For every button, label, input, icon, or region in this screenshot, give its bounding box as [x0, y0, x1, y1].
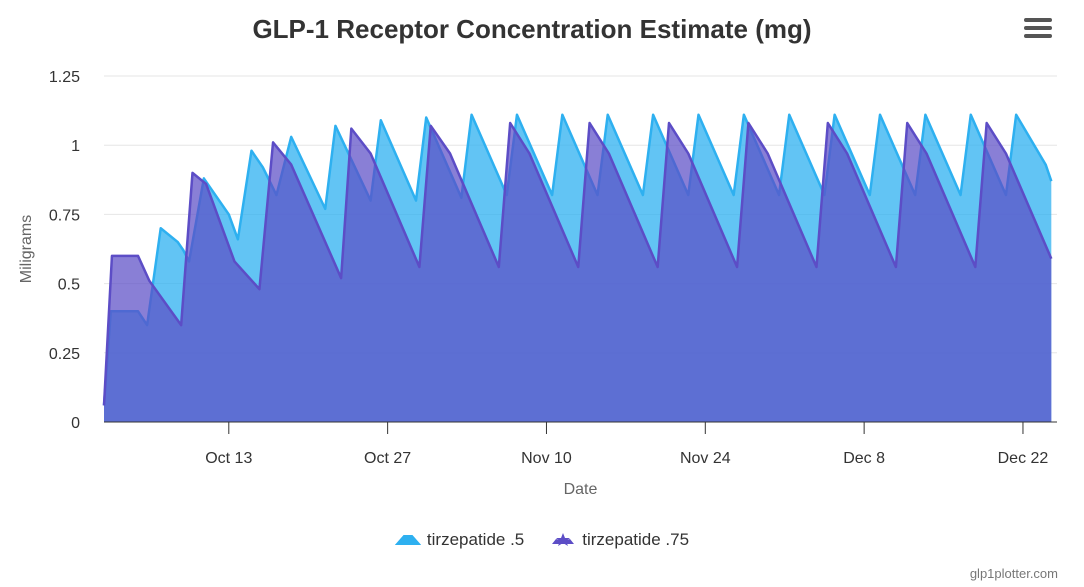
chart-title: GLP-1 Receptor Concentration Estimate (m… [252, 14, 812, 44]
x-tick-label: Oct 13 [205, 450, 252, 467]
y-tick-label: 1.25 [49, 69, 80, 86]
legend-label: tirzepatide .5 [426, 530, 525, 549]
legend-item-series-1[interactable]: tirzepatide .5 [394, 530, 525, 550]
y-tick-label: 0.75 [49, 207, 80, 224]
y-tick-label: 1 [71, 138, 80, 155]
y-tick-label: 0 [71, 415, 80, 432]
x-tick-label: Dec 8 [843, 450, 885, 467]
y-tick-label: 0.25 [49, 346, 80, 363]
x-tick-label: Nov 10 [521, 450, 572, 467]
credits-link[interactable]: glp1plotter.com [969, 566, 1058, 581]
x-tick-label: Dec 22 [998, 450, 1049, 467]
menu-bar [1024, 18, 1052, 22]
x-tick-label: Oct 27 [364, 450, 411, 467]
legend-label: tirzepatide .75 [582, 530, 690, 549]
x-axis-title: Date [564, 481, 598, 498]
legend-item-series-2[interactable]: tirzepatide .75 [550, 530, 689, 550]
menu-bar [1024, 34, 1052, 38]
menu-bar [1024, 26, 1052, 30]
series-area-2 [104, 123, 1052, 422]
star-series-icon [552, 533, 575, 546]
legend: tirzepatide .5 tirzepatide .75 [0, 530, 1084, 550]
area-series-icon [394, 535, 421, 545]
x-tick-label: Nov 24 [680, 450, 731, 467]
series-line-2 [102, 121, 1053, 406]
hamburger-menu-icon[interactable] [1024, 18, 1052, 44]
y-axis-title: Miligrams [18, 215, 35, 283]
series-line-1 [102, 113, 1053, 406]
y-tick-label: 0.5 [58, 277, 80, 294]
